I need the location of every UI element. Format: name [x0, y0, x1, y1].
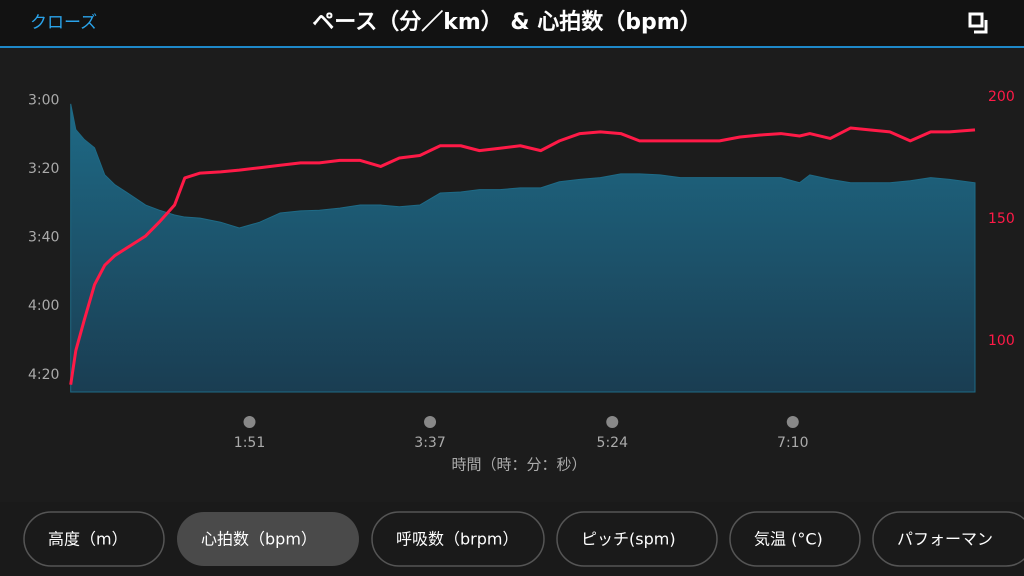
header-line [0, 46, 1024, 48]
y-tick-label: 4:20 [28, 367, 59, 383]
close-button[interactable]: クローズ [30, 13, 97, 33]
x-tick-mark [786, 416, 799, 428]
pace-area [70, 103, 976, 393]
x-tick-label: 1:51 [234, 435, 265, 451]
y-tick-label: 4:00 [28, 298, 59, 314]
x-tick-mark [424, 416, 437, 428]
x-tick-label: 3:37 [414, 435, 445, 451]
tab[interactable] [371, 511, 545, 567]
tab[interactable] [177, 512, 359, 566]
x-tick-label: 7:10 [777, 435, 808, 451]
tab-bar [0, 502, 1024, 576]
tab-label: 高度（m） [48, 530, 128, 549]
x-tick-mark [606, 416, 619, 428]
tab[interactable] [23, 511, 165, 567]
chart-title: ペース（分／km） & 心拍数（bpm） [312, 9, 701, 35]
tab[interactable] [556, 511, 718, 567]
tab[interactable] [872, 511, 1024, 567]
tab-label: 呼吸数（brpm） [396, 530, 518, 549]
y2-tick-label: 100 [988, 333, 1015, 349]
x-tick-mark [243, 416, 256, 428]
x-axis-label: 時間（時：分：秒） [451, 456, 586, 474]
tab-label: 心拍数（bpm） [201, 530, 317, 549]
tab[interactable] [729, 511, 861, 567]
y-tick-label: 3:40 [28, 230, 59, 246]
tab-label: ピッチ(spm) [581, 530, 676, 549]
y2-tick-label: 200 [988, 89, 1015, 105]
heart-rate-line [69, 126, 976, 385]
x-tick-label: 5:24 [597, 435, 629, 451]
tab-label: パフォーマン [897, 530, 993, 549]
icon-part [974, 20, 988, 34]
expand-icon[interactable] [968, 12, 988, 34]
icon-part [968, 12, 984, 28]
header-bar [0, 0, 1024, 47]
tab-label: 気温 (°C) [754, 530, 823, 549]
y-tick-label: 3:00 [28, 92, 59, 108]
y-tick-label: 3:20 [28, 161, 59, 177]
y2-tick-label: 150 [988, 211, 1015, 227]
